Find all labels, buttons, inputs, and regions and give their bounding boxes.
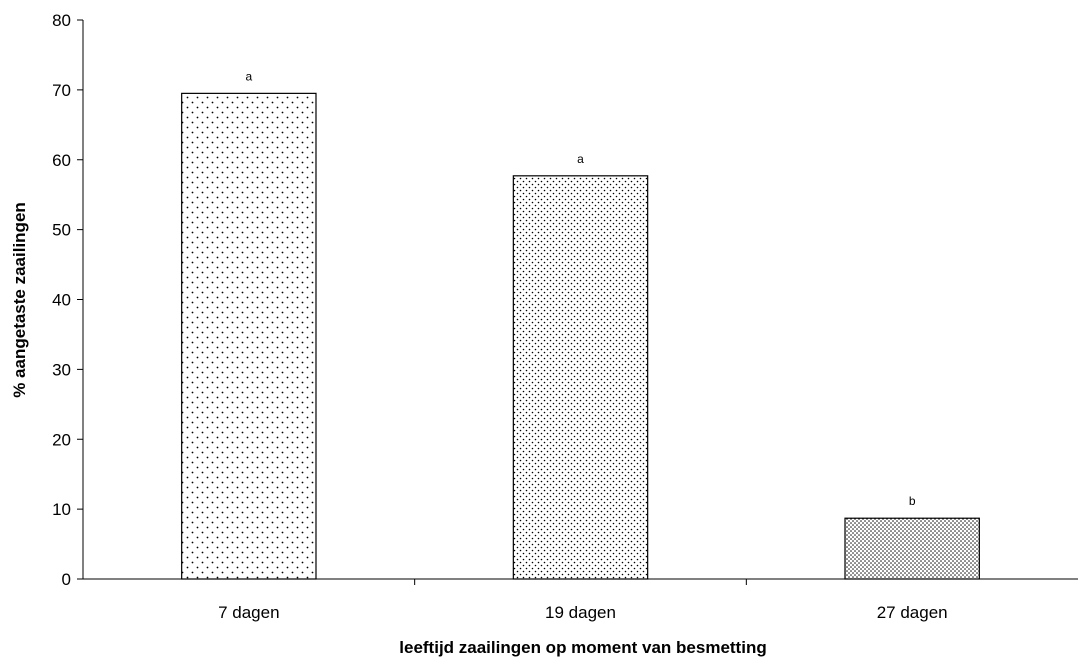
bar [181, 92, 317, 580]
x-tick-label: 27 dagen [877, 603, 948, 622]
y-tick-label: 20 [52, 430, 71, 449]
bar [512, 175, 649, 580]
y-tick-label: 80 [52, 11, 71, 30]
bars [181, 92, 980, 580]
bar [844, 517, 980, 580]
significance-labels: a a b [245, 69, 915, 508]
y-tick-label: 30 [52, 360, 71, 379]
x-tick-label: 19 dagen [545, 603, 616, 622]
significance-label: a [577, 152, 584, 166]
y-tick-label: 40 [52, 291, 71, 310]
x-axis [83, 578, 1078, 585]
y-tick-label: 70 [52, 81, 71, 100]
y-tick-label: 50 [52, 221, 71, 240]
x-tick-label: 7 dagen [218, 603, 279, 622]
y-tick-label: 10 [52, 500, 71, 519]
y-tick-label: 60 [52, 151, 71, 170]
significance-label: b [909, 494, 916, 508]
x-axis-title: leeftijd zaailingen op moment van besmet… [399, 638, 766, 657]
category-labels: 7 dagen 19 dagen 27 dagen [218, 603, 948, 622]
significance-label: a [245, 69, 252, 83]
y-axis: 0 10 20 30 40 50 60 70 80 [52, 11, 84, 589]
y-axis-title: % aangetaste zaailingen [10, 202, 29, 398]
y-tick-label: 0 [62, 570, 71, 589]
